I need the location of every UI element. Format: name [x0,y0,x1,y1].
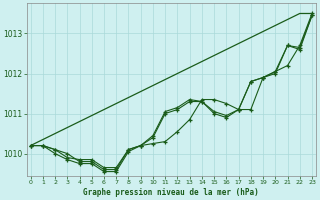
X-axis label: Graphe pression niveau de la mer (hPa): Graphe pression niveau de la mer (hPa) [84,188,259,197]
